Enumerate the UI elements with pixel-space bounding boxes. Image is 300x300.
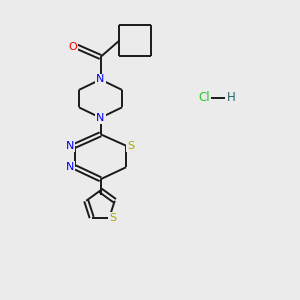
Text: N: N — [96, 113, 105, 123]
Text: H: H — [226, 91, 236, 104]
Text: Cl: Cl — [198, 91, 210, 104]
Text: N: N — [96, 74, 105, 85]
Text: S: S — [110, 212, 116, 223]
Text: O: O — [68, 41, 77, 52]
Text: N: N — [66, 162, 74, 172]
Text: S: S — [127, 141, 134, 151]
Text: N: N — [66, 141, 74, 151]
